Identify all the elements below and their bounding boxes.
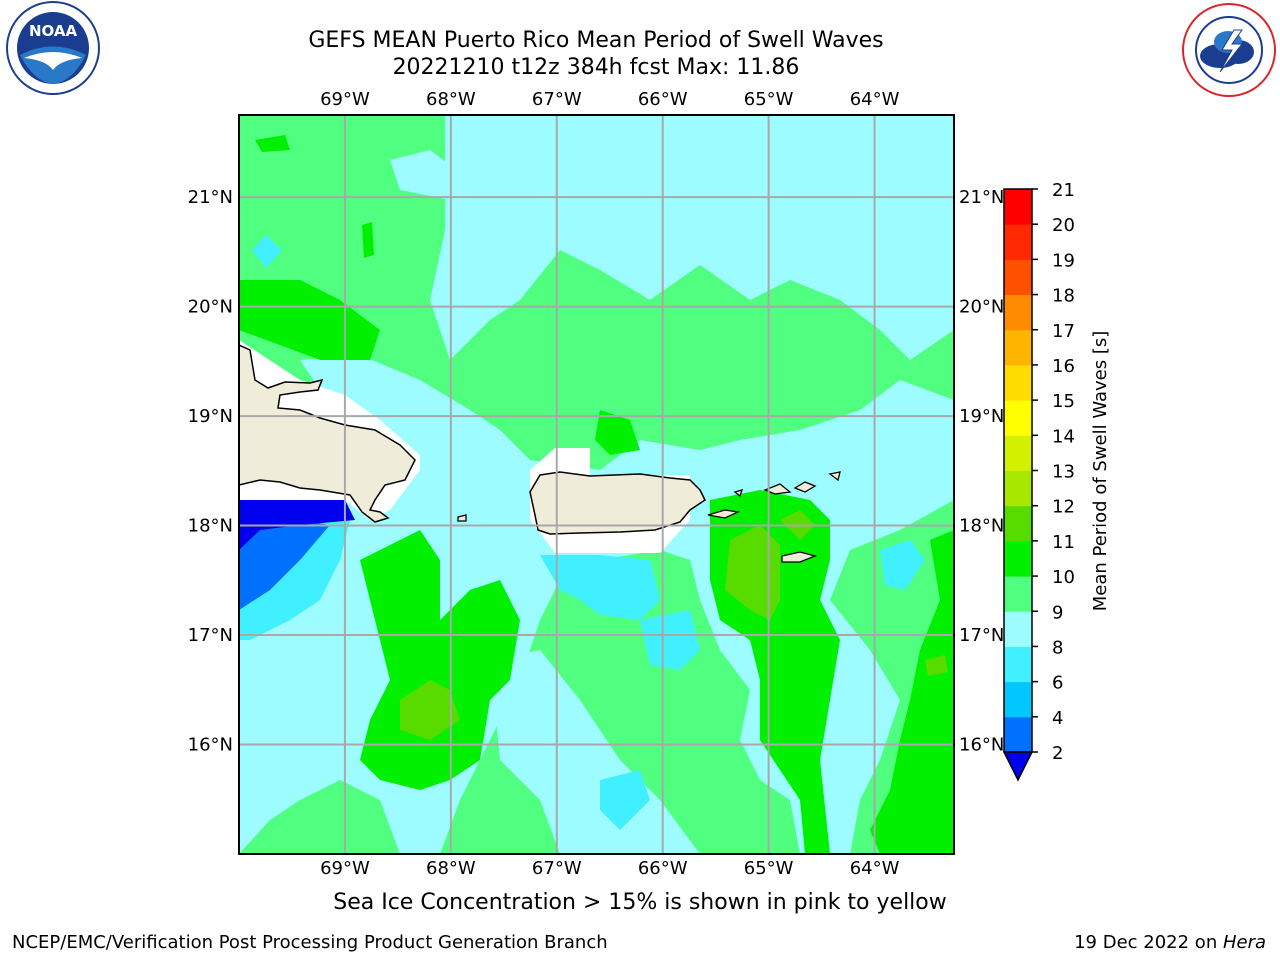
- colorbar-segment: [1004, 189, 1032, 225]
- chart-title: GEFS MEAN Puerto Rico Mean Period of Swe…: [308, 28, 884, 53]
- map-frame: [238, 114, 955, 855]
- lat-label-right: 21°N: [959, 187, 1004, 208]
- lat-labels-right: 21°N 20°N 19°N 18°N 17°N 16°N: [959, 187, 1004, 755]
- contour-10-11-n: [362, 222, 374, 258]
- contour-11-12-a: [400, 680, 460, 740]
- lat-label-right: 16°N: [959, 735, 1004, 756]
- colorbar-tick-label: 14: [1052, 426, 1075, 447]
- lon-label-top: 68°W: [426, 89, 476, 110]
- chart-subtitle: 20221210 t12z 384h fcst Max: 11.86: [392, 55, 800, 80]
- colorbar-tick-label: 10: [1052, 567, 1075, 588]
- lat-label-left: 19°N: [188, 406, 233, 427]
- lat-label-left: 16°N: [188, 735, 233, 756]
- sea-ice-note: Sea Ice Concentration > 15% is shown in …: [333, 890, 947, 915]
- lat-labels-left: 21°N 20°N 19°N 18°N 17°N 16°N: [188, 187, 233, 755]
- colorbar-segment: [1004, 681, 1032, 718]
- lon-label-top: 65°W: [744, 89, 794, 110]
- colorbar-tick-label: 12: [1052, 497, 1075, 518]
- lon-label-bottom: 64°W: [850, 858, 900, 879]
- contour-10-11-east: [870, 530, 954, 854]
- contour-8-9-east: [430, 115, 954, 360]
- contour-6-8-nw: [252, 235, 282, 268]
- contour-6-8-central: [640, 610, 700, 670]
- lat-label-right: 17°N: [959, 625, 1004, 646]
- colorbar-segment: [1004, 611, 1032, 647]
- colorbar-segment: [1004, 364, 1032, 401]
- colorbar-tick-label: 11: [1052, 532, 1075, 553]
- lon-label-bottom: 65°W: [744, 858, 794, 879]
- lon-labels-top: 69°W 68°W 67°W 66°W 65°W 64°W: [320, 89, 900, 110]
- colorbar-segment: [1004, 400, 1032, 436]
- lat-label-left: 17°N: [188, 625, 233, 646]
- colorbar-segment: [1004, 470, 1032, 507]
- colorbar-tick-label: 6: [1052, 673, 1063, 694]
- contour-11-12-c: [925, 655, 948, 676]
- colorbar-tick-label: 15: [1052, 391, 1075, 412]
- contour-11-12-b: [725, 525, 780, 620]
- colorbar-segment: [1004, 576, 1032, 612]
- contour-10-11-nw: [255, 135, 290, 152]
- colorbar-tick-label: 4: [1052, 708, 1063, 729]
- colorbar-tick-label: 20: [1052, 215, 1075, 236]
- colorbar-tick-label: 19: [1052, 250, 1075, 271]
- contour-6-8-sw: [600, 770, 650, 830]
- lat-label-right: 19°N: [959, 406, 1004, 427]
- lon-label-top: 66°W: [638, 89, 688, 110]
- colorbar-segment: [1004, 224, 1032, 260]
- lat-label-right: 18°N: [959, 516, 1004, 537]
- colorbar-segment: [1004, 505, 1032, 542]
- colorbar-segment: [1004, 716, 1032, 753]
- nws-logo: [1182, 3, 1276, 97]
- colorbar-segment: [1004, 329, 1032, 366]
- colorbar-segment: [1004, 540, 1032, 577]
- contour-6-8-e: [880, 540, 925, 590]
- colorbar-segment: [1004, 294, 1032, 331]
- contour-8-9-west-south: [239, 630, 330, 800]
- noaa-logo: NOAA: [6, 1, 100, 95]
- colorbar-tick-label: 18: [1052, 286, 1075, 307]
- lon-label-top: 64°W: [850, 89, 900, 110]
- footer-date: 19 Dec 2022 on Hera: [1074, 932, 1266, 953]
- lon-label-bottom: 67°W: [532, 858, 582, 879]
- colorbar-tick-label: 8: [1052, 637, 1063, 658]
- footer-date-text: 19 Dec 2022 on: [1074, 932, 1223, 953]
- colorbar-title: Mean Period of Swell Waves [s]: [1090, 331, 1111, 612]
- colorbar-tick-label: 17: [1052, 321, 1075, 342]
- contour-6-8-pr-south: [540, 555, 660, 620]
- colorbar-tick-label: 13: [1052, 462, 1075, 483]
- colorbar-segment: [1004, 646, 1032, 683]
- colorbar-segment: [1004, 435, 1032, 471]
- colorbar-segment: [1004, 259, 1032, 296]
- lon-label-bottom: 66°W: [638, 858, 688, 879]
- land-virgin-islands: [457, 471, 841, 563]
- lat-label-left: 20°N: [188, 297, 233, 318]
- contour-8-9-south: [490, 650, 700, 854]
- lon-label-bottom: 68°W: [426, 858, 476, 879]
- colorbar-tick-label: 16: [1052, 356, 1075, 377]
- footer-credit: NCEP/EMC/Verification Post Processing Pr…: [12, 932, 608, 953]
- swell-period-field: [239, 115, 954, 854]
- footer-host: Hera: [1222, 932, 1266, 953]
- lon-label-top: 67°W: [532, 89, 582, 110]
- contour-10-11-pr-n: [595, 410, 640, 455]
- lon-label-top: 69°W: [320, 89, 370, 110]
- lon-label-bottom: 69°W: [320, 858, 370, 879]
- lat-label-left: 21°N: [188, 187, 233, 208]
- gridlines: [239, 115, 954, 854]
- lat-label-left: 18°N: [188, 516, 233, 537]
- land-hispaniola: [239, 344, 416, 523]
- contour-4-6-sw: [239, 520, 330, 610]
- colorbar-tick-label: 21: [1052, 180, 1075, 201]
- land-puerto-rico: [529, 471, 706, 535]
- colorbar: [1002, 188, 1034, 782]
- colorbar-tick-label: 2: [1052, 743, 1063, 764]
- svg-text:NOAA: NOAA: [29, 22, 78, 40]
- colorbar-tick-label: 9: [1052, 602, 1063, 623]
- lat-label-right: 20°N: [959, 297, 1004, 318]
- colorbar-tick-labels: 2 4 6 8 9 10 11 12 13 14 15 16 17 18 19 20 21: [1032, 180, 1075, 764]
- colorbar-extend-min: [1002, 751, 1034, 782]
- lon-labels-bottom: 69°W 68°W 67°W 66°W 65°W 64°W: [320, 858, 900, 879]
